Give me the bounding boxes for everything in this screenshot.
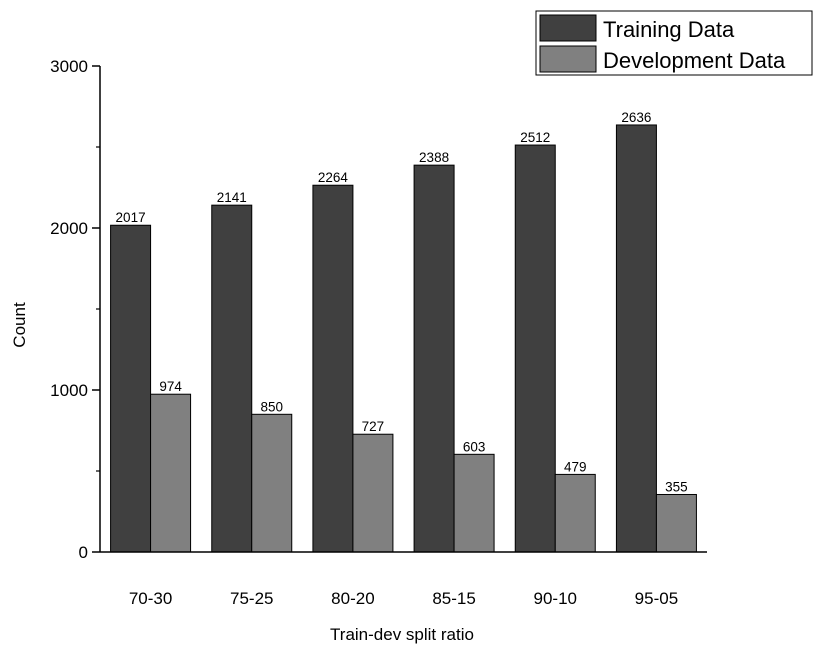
y-axis-title: Count xyxy=(10,302,29,348)
bar-development xyxy=(352,433,394,553)
bar-value-label-training: 2141 xyxy=(217,190,247,205)
bar-value-label-development: 727 xyxy=(362,419,385,434)
legend: Training Data Development Data xyxy=(535,10,813,76)
x-ticks: 70-30 75-25 80-20 85-15 90-10 95-05 xyxy=(129,589,678,608)
x-tick-label: 70-30 xyxy=(129,589,172,608)
y-tick-label: 3000 xyxy=(50,57,88,76)
bar-value-label-development: 479 xyxy=(564,459,587,474)
bar-value-label-training: 2264 xyxy=(318,170,349,185)
bars-layer xyxy=(110,124,697,553)
bar-value-label-development: 974 xyxy=(159,379,182,394)
legend-swatch-development xyxy=(539,45,597,73)
bar-training xyxy=(615,124,657,553)
bar-value-label-development: 603 xyxy=(463,439,486,454)
bar-training xyxy=(211,204,253,553)
bar-value-label-training: 2017 xyxy=(116,210,146,225)
bar-value-label-development: 355 xyxy=(665,479,688,494)
x-tick-label: 95-05 xyxy=(635,589,678,608)
y-ticks: 0 1000 2000 3000 xyxy=(50,57,100,562)
y-tick-label: 2000 xyxy=(50,219,88,238)
bar-training xyxy=(514,144,556,553)
x-tick-label: 80-20 xyxy=(331,589,374,608)
x-tick-label: 90-10 xyxy=(534,589,577,608)
legend-label-development: Development Data xyxy=(603,48,786,73)
bar-training xyxy=(413,164,455,553)
x-axis-title: Train-dev split ratio xyxy=(330,625,474,644)
legend-label-training: Training Data xyxy=(603,17,735,42)
x-tick-label: 85-15 xyxy=(432,589,475,608)
bar-training xyxy=(312,184,354,553)
y-tick-label: 1000 xyxy=(50,381,88,400)
bar-labels-layer: 2017 974 2141 850 2264 727 2388 603 2512 479 2636 3… xyxy=(116,110,688,495)
y-tick-label: 0 xyxy=(79,543,88,562)
x-tick-label: 75-25 xyxy=(230,589,273,608)
bar-value-label-training: 2512 xyxy=(520,130,550,145)
bar-value-label-training: 2636 xyxy=(621,110,651,125)
bar-training xyxy=(110,224,152,553)
bar-development xyxy=(150,393,192,553)
bar-development xyxy=(453,453,495,553)
x-axis: 70-30 75-25 80-20 85-15 90-10 95-05 xyxy=(100,551,707,608)
bar-development xyxy=(554,473,596,553)
legend-swatch-training xyxy=(539,14,597,42)
bar-value-label-training: 2388 xyxy=(419,150,449,165)
bar-development xyxy=(655,493,697,553)
bar-value-label-development: 850 xyxy=(260,399,283,414)
bar-development xyxy=(251,413,293,553)
y-axis: 0 1000 2000 3000 xyxy=(50,57,101,562)
